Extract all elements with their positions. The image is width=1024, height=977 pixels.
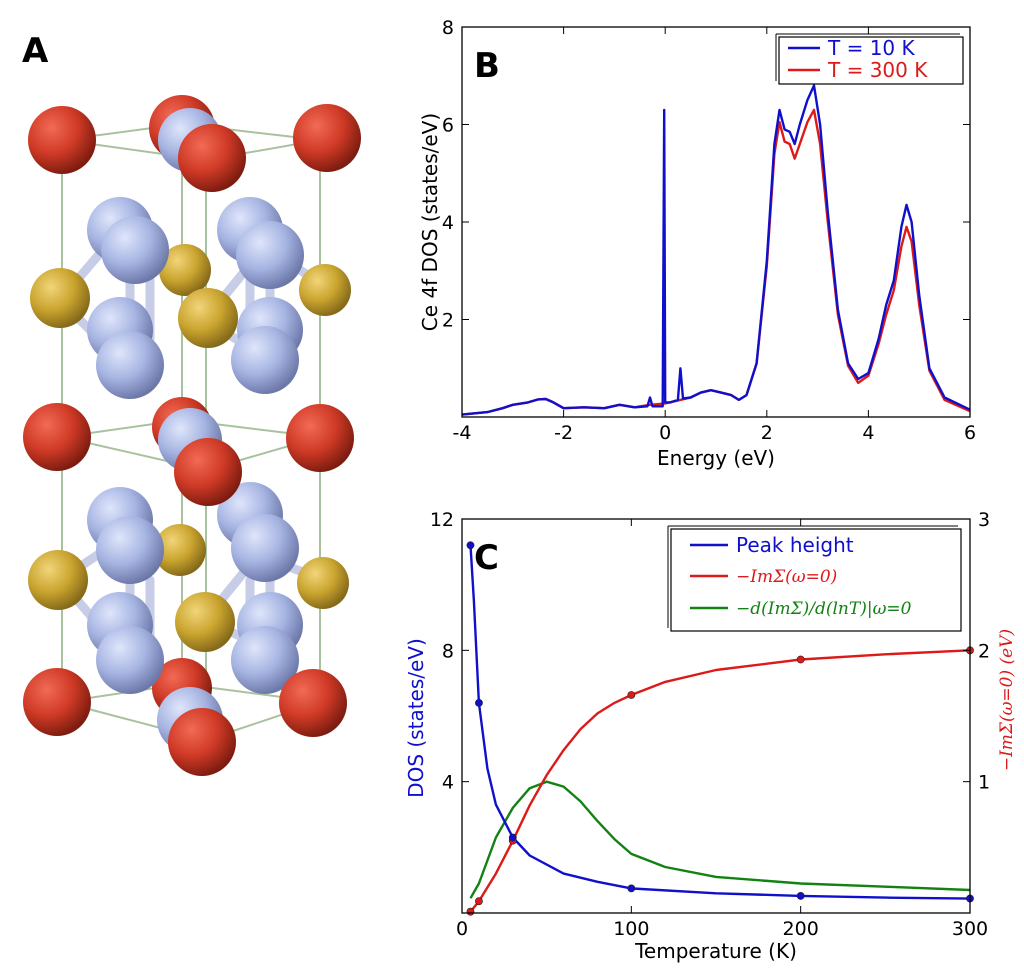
legend-label-10k: T = 10 K: [827, 36, 915, 60]
x-tick-label: -2: [554, 422, 573, 444]
x-tick-label: 200: [783, 918, 819, 940]
cu-atom: [178, 288, 238, 348]
data-point-peak-height: [627, 884, 636, 893]
chart-c-legend: Peak height −ImΣ(ω=0) −d(ImΣ)/d(lnT)|ω=0: [667, 525, 962, 632]
data-point-peak-height: [466, 541, 475, 550]
al-atom: [231, 626, 299, 694]
series-line-t300k: [462, 108, 970, 416]
cu-atom: [299, 264, 351, 316]
ce-atom: [168, 708, 236, 776]
dos-energy-chart: -4 -2 0 2 4 6 2 4 6 8 Energy (eV) Ce 4f DOS (stat…: [418, 17, 976, 470]
y-tick-label: 4: [442, 212, 454, 234]
y-tick-label: 4: [442, 772, 454, 794]
ce-atom: [178, 124, 246, 192]
al-atom: [231, 514, 299, 582]
x-tick-label: 0: [659, 422, 671, 444]
al-atom: [96, 331, 164, 399]
y-tick-label: 6: [442, 115, 454, 137]
cu-atom: [154, 524, 206, 576]
chart-c-y2label: −ImΣ(ω=0) (eV): [997, 629, 1017, 771]
y-tick-label: 12: [430, 509, 454, 531]
crystal-structure-illustration: [23, 95, 361, 776]
y-tick-label: 8: [442, 640, 454, 662]
data-point-peak-height: [796, 892, 805, 900]
cu-atom: [28, 550, 88, 610]
cu-atom: [297, 557, 349, 609]
series-line-peak-height: [469, 545, 970, 900]
ce-atom: [28, 106, 96, 174]
x-tick-label: -4: [453, 422, 472, 444]
y-tick-label: 8: [442, 17, 454, 39]
ce-atom: [279, 669, 347, 737]
chart-b-frame: [461, 26, 971, 418]
cu-atom: [30, 268, 90, 328]
series-line-derivative: [469, 780, 970, 899]
cu-atom: [175, 592, 235, 652]
x-tick-label: 300: [952, 918, 988, 940]
al-atom: [96, 626, 164, 694]
chart-b-ylabel: Ce 4f DOS (states/eV): [418, 113, 442, 331]
data-point-im-sigma: [475, 897, 483, 906]
legend-label-300k: T = 300 K: [827, 58, 928, 82]
chart-c-frame: [461, 518, 971, 914]
data-point-im-sigma: [796, 655, 805, 664]
legend-label-derivative: −d(ImΣ)/d(lnT)|ω=0: [736, 599, 912, 619]
series-line-t10k: [462, 84, 970, 416]
al-atom: [101, 216, 169, 284]
y2-tick-label: 2: [978, 640, 990, 662]
data-point-peak-height: [508, 833, 517, 842]
data-point-im-sigma: [627, 691, 636, 699]
ce-atom: [286, 404, 354, 472]
x-tick-label: 100: [613, 918, 649, 940]
panel-label-c: C: [474, 538, 499, 578]
chart-c-ylabel: DOS (states/eV): [404, 638, 428, 798]
ce-atom: [174, 438, 242, 506]
al-atom: [96, 516, 164, 584]
x-tick-label: 0: [456, 918, 468, 940]
y-tick-label: 2: [442, 310, 454, 332]
ce-atom: [23, 403, 91, 471]
ce-atom: [293, 104, 361, 172]
chart-c-xlabel: Temperature (K): [634, 939, 797, 963]
data-point-peak-height: [475, 698, 483, 707]
cu-atom: [159, 244, 211, 296]
chart-b-legend: T = 10 K T = 300 K: [775, 33, 964, 85]
al-atom: [231, 326, 299, 394]
ce-atom: [23, 668, 91, 736]
legend-label-imsigma: −ImΣ(ω=0): [736, 567, 837, 587]
chart-b-xlabel: Energy (eV): [657, 446, 775, 470]
al-atom: [236, 221, 304, 289]
panel-label-b: B: [474, 46, 500, 86]
y2-tick-label: 3: [978, 509, 990, 531]
legend-label-peak: Peak height: [736, 533, 854, 557]
x-tick-label: 6: [964, 422, 976, 444]
series-line-im-sigma: [469, 649, 970, 913]
data-point-im-sigma: [466, 907, 475, 916]
panel-label-a: A: [22, 31, 49, 71]
x-tick-label: 2: [761, 422, 773, 444]
y2-tick-label: 1: [978, 772, 990, 794]
x-tick-label: 4: [862, 422, 874, 444]
